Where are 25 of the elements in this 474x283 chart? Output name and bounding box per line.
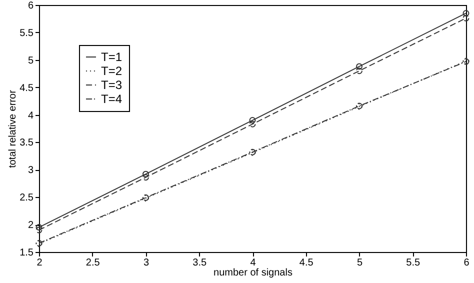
y-tick-label: 4 <box>28 110 34 122</box>
x-axis-title: number of signals <box>214 268 292 278</box>
legend-label: T=1 <box>101 50 122 64</box>
x-tick-label: 5.5 <box>406 258 421 268</box>
x-tick-label: 2.5 <box>86 258 100 268</box>
y-tick-label: 6 <box>28 0 34 12</box>
y-tick-label: 3.5 <box>20 138 34 149</box>
x-tick-label: 6 <box>464 258 470 268</box>
legend-label: T=2 <box>101 64 122 78</box>
y-tick-label: 2.5 <box>20 192 34 204</box>
x-tick-label: 4.5 <box>299 258 314 268</box>
x-tick-label: 2 <box>36 258 43 268</box>
legend-label: T=4 <box>101 92 122 106</box>
y-tick-label: 4.5 <box>20 82 34 94</box>
x-tick-label: 4 <box>250 258 256 268</box>
legend-label: T=3 <box>101 78 122 92</box>
y-axis-title: total relative error <box>8 89 19 168</box>
y-tick-label: 5 <box>28 55 34 66</box>
y-tick-label: 3 <box>28 165 34 176</box>
y-tick-label: 1.5 <box>20 248 34 258</box>
x-tick-label: 3 <box>143 258 150 268</box>
y-tick-label: 2 <box>28 220 34 232</box>
y-tick-label: 5.5 <box>20 28 34 39</box>
x-tick-label: 5 <box>356 258 363 268</box>
x-tick-label: 3.5 <box>192 258 208 268</box>
